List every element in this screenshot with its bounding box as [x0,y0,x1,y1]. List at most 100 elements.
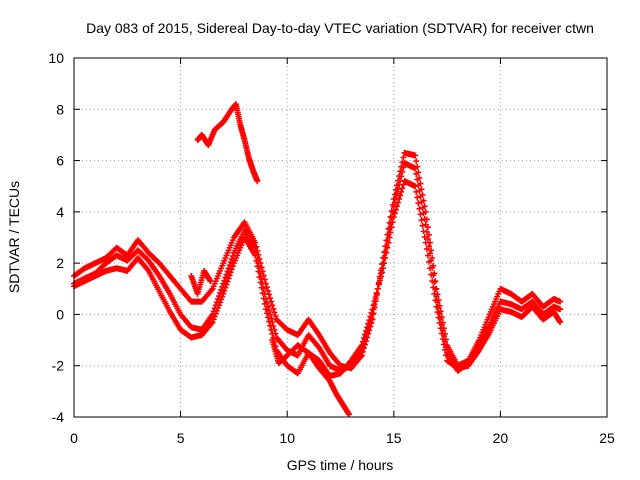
y-tick-label: 6 [56,153,64,169]
x-tick-label: 25 [599,430,615,446]
interpolated-point [213,307,220,314]
data-point [412,165,419,172]
interpolated-point [263,284,270,291]
interpolated-point [227,269,234,276]
y-axis-ticks: -4 -2 0 2 4 6 8 10 [48,50,607,425]
interpolated-point [359,338,366,345]
chart-title: Day 083 of 2015, Sidereal Day-to-day VTE… [86,20,594,36]
y-tick-label: 2 [56,255,64,271]
interpolated-point [265,314,272,321]
interpolated-point [432,297,439,304]
interpolated-point [270,305,277,312]
interpolated-point [395,199,402,206]
interpolated-point [260,272,267,279]
interpolated-point [393,190,400,197]
interpolated-point [227,259,234,266]
interpolated-point [424,252,431,259]
interpolated-point [431,290,438,297]
interpolated-point [437,325,444,332]
interpolated-point [215,302,222,309]
interpolated-point [226,262,233,269]
interpolated-point [268,315,275,322]
interpolated-point [257,279,264,286]
interpolated-point [215,292,222,299]
interpolated-point [434,309,441,316]
x-tick-label: 15 [386,430,402,446]
interpolated-point [395,186,402,193]
data-point [422,221,429,228]
interpolated-point [415,200,422,207]
interpolated-point [266,318,273,325]
interpolated-point [225,265,232,272]
interpolated-point [225,275,232,282]
interpolated-point [221,277,228,284]
interpolated-point [222,284,229,291]
data-point [412,183,419,190]
interpolated-point [419,222,426,229]
interpolated-point [210,316,217,323]
interpolated-point [224,268,231,275]
interpolated-point [219,293,226,300]
interpolated-point [386,234,393,241]
interpolated-point [418,199,425,206]
interpolated-point [261,276,268,283]
interpolated-point [438,330,445,337]
interpolated-point [267,295,274,302]
interpolated-point [267,322,274,329]
interpolated-point [263,310,270,317]
interpolated-point [399,168,406,175]
x-axis-label: GPS time / hours [287,457,394,473]
x-tick-label: 10 [279,430,295,446]
interpolated-point [226,272,233,279]
interpolated-point [224,278,231,285]
interpolated-point [397,192,404,199]
interpolated-point [435,314,442,321]
series-track-1 [71,149,564,372]
interpolated-point [217,299,224,306]
interpolated-point [384,244,391,251]
interpolated-point [228,266,235,273]
interpolated-point [221,287,228,294]
interpolated-point [418,217,425,224]
interpolated-point [425,231,432,238]
interpolated-point [413,170,420,177]
x-tick-label: 20 [493,430,509,446]
interpolated-point [265,287,272,294]
interpolated-point [229,263,236,270]
interpolated-point [440,341,447,348]
interpolated-point [430,284,437,291]
interpolated-point [400,164,407,171]
interpolated-point [427,265,434,272]
interpolated-point [420,210,427,217]
interpolated-point [212,310,219,317]
interpolated-point [362,331,369,338]
interpolated-point [400,181,407,188]
interpolated-point [261,300,268,307]
y-tick-label: -2 [52,358,65,374]
interpolated-point [439,336,446,343]
series-track-5 [269,337,353,418]
interpolated-point [219,283,226,290]
data-point [209,319,216,326]
data-point [369,306,376,313]
interpolated-point [413,188,420,195]
y-tick-label: 8 [56,101,64,117]
interpolated-point [441,346,448,353]
data-point [557,319,564,326]
data-point [390,213,397,220]
interpolated-point [396,196,403,203]
data-point [220,290,227,297]
interpolated-point [417,211,424,218]
interpolated-point [375,281,382,288]
interpolated-point [214,305,221,312]
data-point [252,252,259,259]
series-track-6 [188,267,214,297]
interpolated-point [256,273,263,280]
series-track-4 [194,101,261,185]
interpolated-point [392,195,399,202]
interpolated-point [360,335,367,342]
x-axis-ticks: 0 5 10 15 20 25 [70,58,615,446]
interpolated-point [268,298,275,305]
interpolated-point [218,296,225,303]
